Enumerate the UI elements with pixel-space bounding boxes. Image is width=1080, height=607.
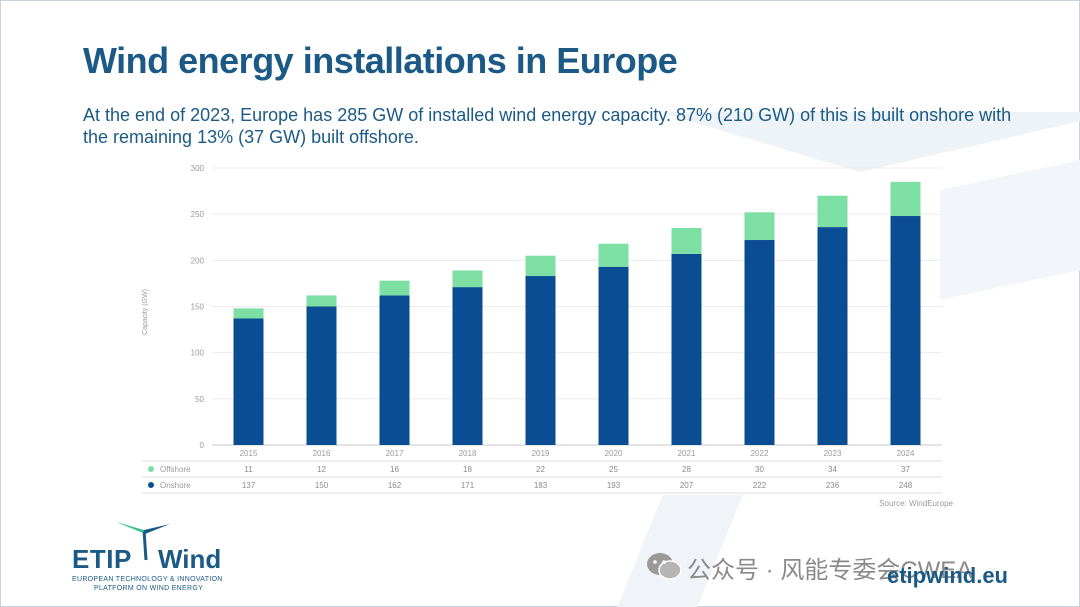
bar-onshore bbox=[452, 287, 483, 445]
table-cell: 37 bbox=[901, 465, 910, 474]
bar-onshore bbox=[671, 253, 702, 445]
legend-label-offshore: Offshore bbox=[160, 465, 191, 474]
x-tick-label: 2017 bbox=[386, 449, 404, 458]
y-tick-label: 250 bbox=[191, 210, 205, 219]
table-cell: 193 bbox=[607, 481, 621, 490]
table-cell: 12 bbox=[317, 465, 326, 474]
bar-onshore bbox=[744, 240, 775, 445]
slide-title: Wind energy installations in Europe bbox=[83, 40, 678, 81]
y-tick-label: 0 bbox=[200, 441, 205, 450]
table-cell: 162 bbox=[388, 481, 402, 490]
logo-text-wind: Wind bbox=[158, 544, 222, 574]
y-tick-label: 50 bbox=[195, 395, 204, 404]
bar-offshore bbox=[890, 181, 921, 217]
bar-offshore bbox=[744, 212, 775, 241]
legend-marker-onshore bbox=[148, 482, 154, 488]
background-shape bbox=[660, 112, 1080, 172]
legend-label-onshore: Onshore bbox=[160, 481, 191, 490]
table-cell: 236 bbox=[826, 481, 840, 490]
x-tick-label: 2018 bbox=[459, 449, 477, 458]
wechat-icon bbox=[647, 553, 682, 580]
x-tick-label: 2022 bbox=[751, 449, 769, 458]
logo-text-etip: ETIP bbox=[72, 544, 132, 574]
bar-onshore bbox=[598, 266, 629, 445]
logo-tagline-2: PLATFORM ON WIND ENERGY bbox=[94, 585, 204, 592]
bar-onshore bbox=[817, 227, 848, 445]
bar-offshore bbox=[671, 228, 702, 254]
bar-onshore bbox=[306, 306, 337, 445]
table-cell: 28 bbox=[682, 465, 691, 474]
slide-subtitle: At the end of 2023, Europe has 285 GW of… bbox=[83, 105, 1012, 147]
bar-onshore bbox=[233, 318, 264, 445]
bar-onshore bbox=[890, 216, 921, 445]
bar-offshore bbox=[379, 280, 410, 296]
table-cell: 18 bbox=[463, 465, 472, 474]
bar-offshore bbox=[306, 295, 337, 307]
wind-turbine-icon bbox=[116, 522, 170, 561]
table-cell: 25 bbox=[609, 465, 618, 474]
etip-wind-logo: ETIP Wind EUROPEAN TECHNOLOGY & INNOVATI… bbox=[72, 520, 232, 600]
y-axis-label: Capacity (GW) bbox=[142, 289, 149, 335]
table-cell: 150 bbox=[315, 481, 329, 490]
table-cell: 248 bbox=[899, 481, 913, 490]
bar-offshore bbox=[452, 270, 483, 288]
table-cell: 137 bbox=[242, 481, 256, 490]
logo-tagline-1: EUROPEAN TECHNOLOGY & INNOVATION bbox=[72, 576, 223, 583]
website-link[interactable]: etipwind.eu bbox=[887, 563, 1008, 588]
bar-offshore bbox=[817, 195, 848, 228]
chart-source: Source: WindEurope bbox=[879, 499, 953, 508]
table-cell: 16 bbox=[390, 465, 399, 474]
table-cell: 11 bbox=[244, 465, 253, 474]
table-cell: 183 bbox=[534, 481, 548, 490]
legend-marker-offshore bbox=[148, 466, 154, 472]
watermark-text: 公众号 · 风能专委会CWEA bbox=[687, 557, 973, 584]
y-tick-label: 150 bbox=[191, 303, 205, 312]
x-tick-label: 2024 bbox=[897, 449, 915, 458]
x-tick-label: 2015 bbox=[240, 449, 258, 458]
table-cell: 222 bbox=[753, 481, 767, 490]
bar-offshore bbox=[233, 308, 264, 319]
bar-offshore bbox=[525, 255, 556, 277]
table-cell: 30 bbox=[755, 465, 764, 474]
y-tick-label: 300 bbox=[191, 164, 205, 173]
bar-offshore bbox=[598, 243, 629, 267]
table-cell: 207 bbox=[680, 481, 694, 490]
bar-onshore bbox=[379, 295, 410, 445]
table-cell: 171 bbox=[461, 481, 475, 490]
y-tick-label: 200 bbox=[191, 256, 205, 265]
table-cell: 34 bbox=[828, 465, 837, 474]
x-tick-label: 2016 bbox=[313, 449, 331, 458]
x-tick-label: 2020 bbox=[605, 449, 623, 458]
bar-onshore bbox=[525, 276, 556, 445]
x-tick-label: 2021 bbox=[678, 449, 696, 458]
table-cell: 22 bbox=[536, 465, 545, 474]
x-tick-label: 2023 bbox=[824, 449, 842, 458]
y-tick-label: 100 bbox=[191, 349, 205, 358]
x-tick-label: 2019 bbox=[532, 449, 550, 458]
